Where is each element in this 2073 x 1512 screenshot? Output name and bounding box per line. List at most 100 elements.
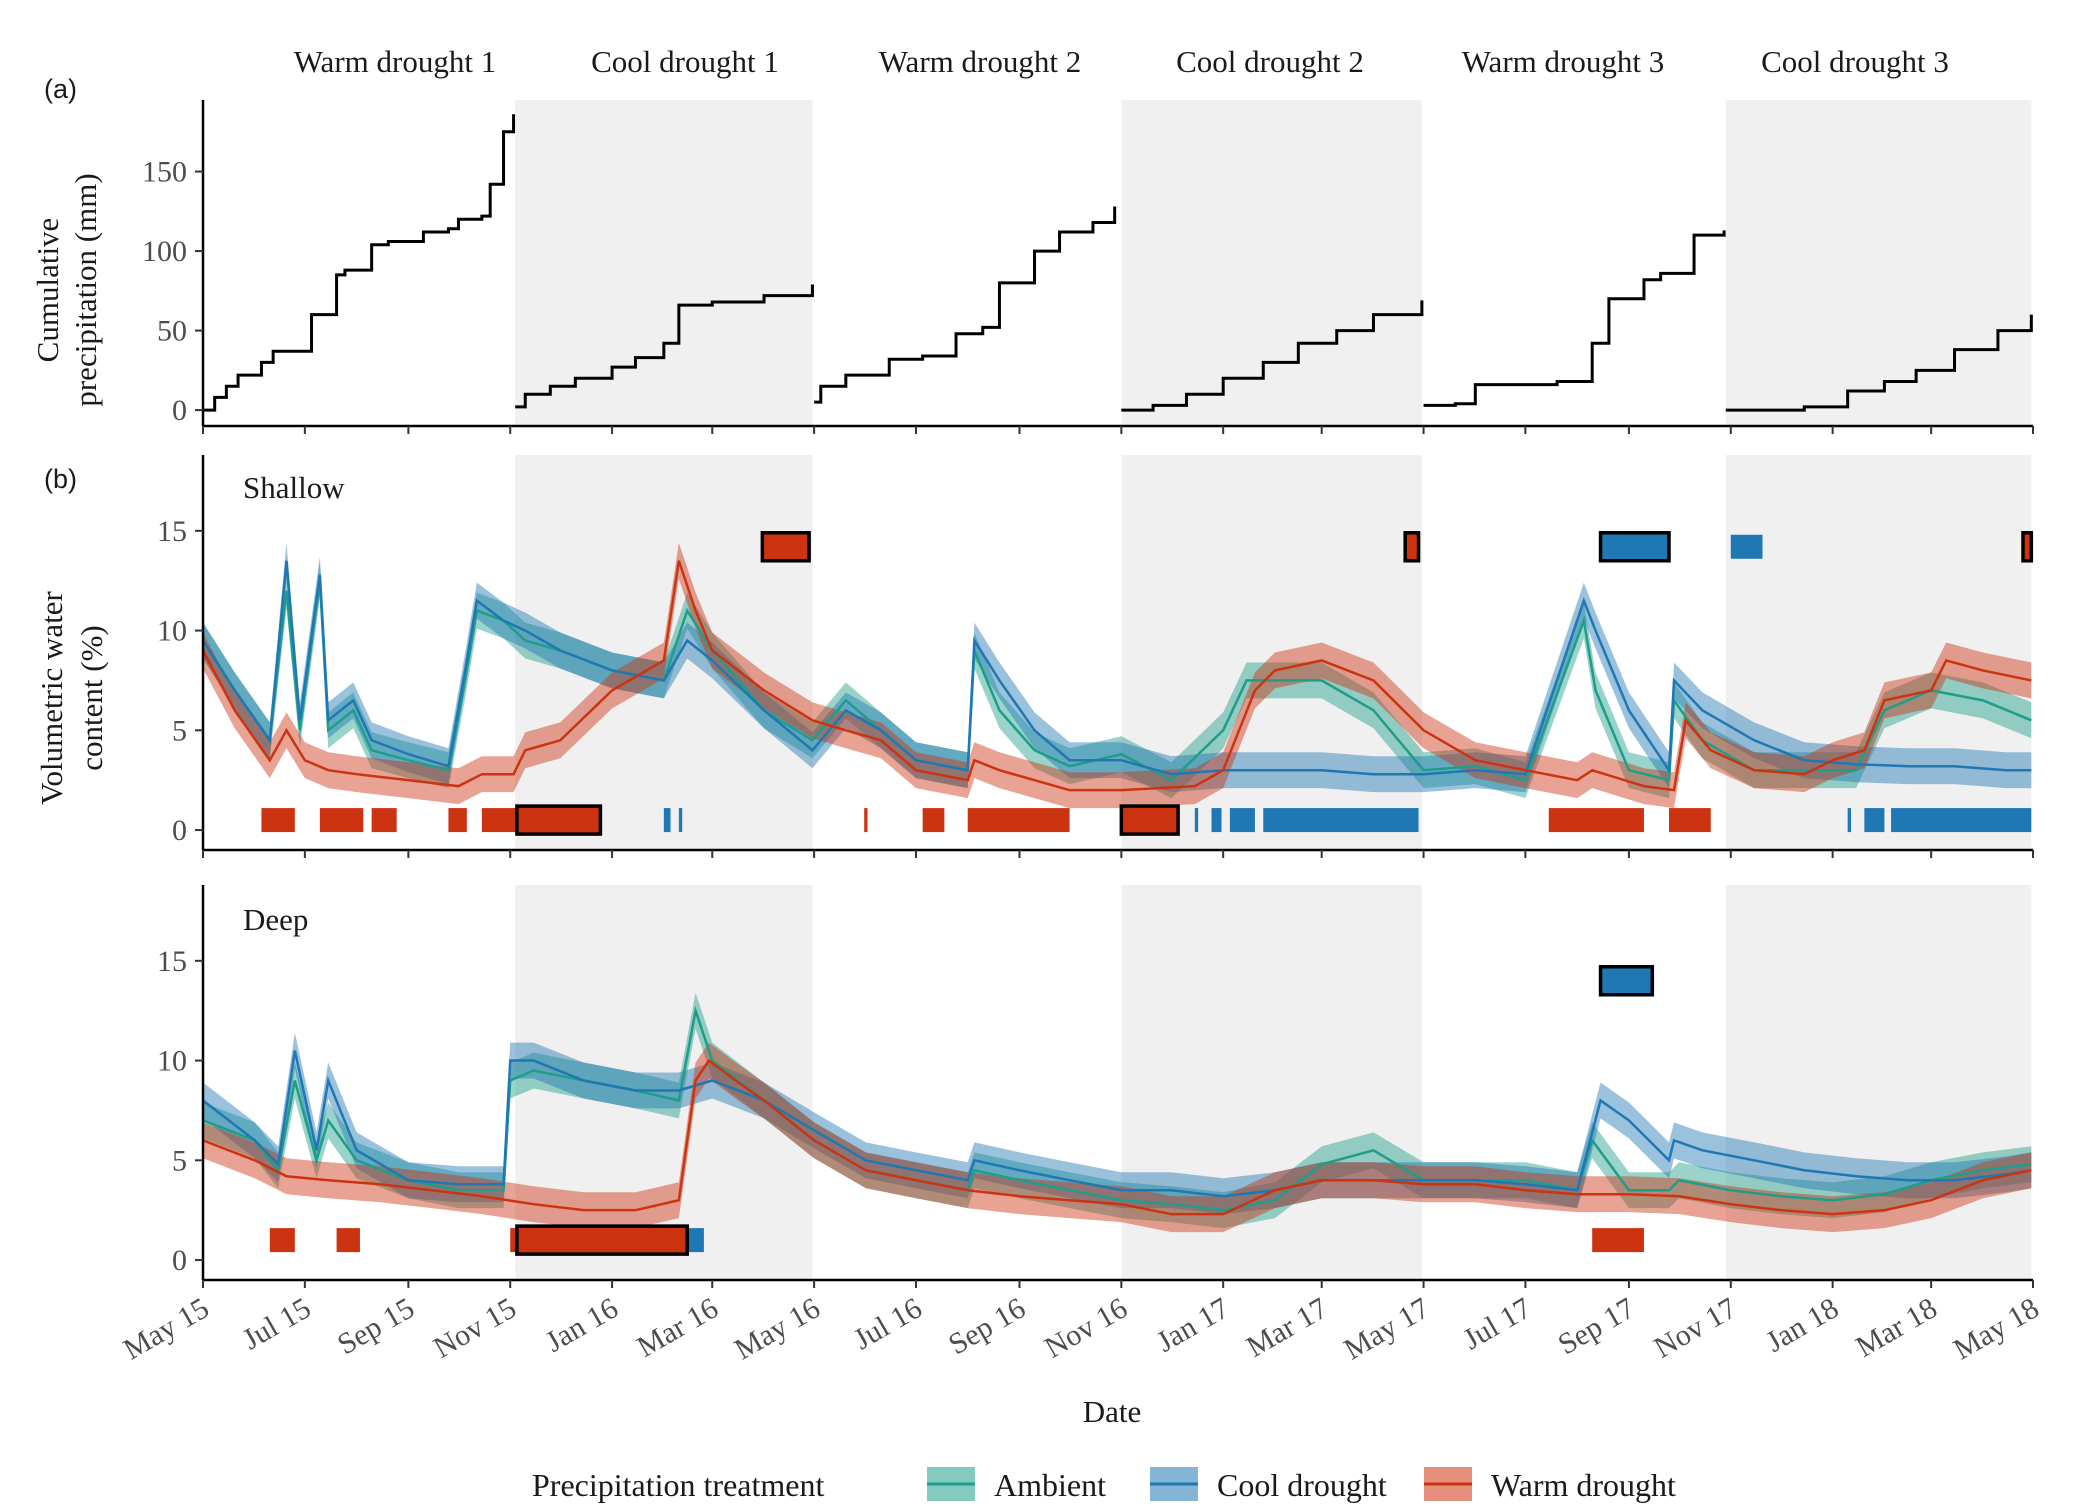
confidence-band <box>203 542 2032 809</box>
y-axis-title-b: Volumetric water content (%) <box>34 590 109 804</box>
significance-bar <box>371 808 397 833</box>
significance-bar <box>1229 808 1255 833</box>
significance-box <box>2021 531 2034 563</box>
x-tick-label: Jan 18 <box>1761 1291 1845 1358</box>
legend-label: Cool drought <box>1217 1467 1387 1503</box>
legend: Precipitation treatment Ambient Cool dro… <box>532 1467 1676 1503</box>
significance-bar <box>1669 808 1711 833</box>
facet-label-shallow: Shallow <box>243 470 345 505</box>
significance-box <box>760 531 811 563</box>
confidence-band <box>203 992 2032 1229</box>
legend-label: Ambient <box>994 1467 1106 1503</box>
y-tick-label: 0 <box>172 814 187 847</box>
period-label: Cool drought 2 <box>1176 44 1364 79</box>
precip-line <box>515 284 814 409</box>
x-tick-label: Nov 16 <box>1039 1291 1133 1364</box>
y-tick-label: 150 <box>142 156 187 189</box>
x-tick-label: Jan 16 <box>540 1291 624 1358</box>
series-line <box>202 1005 2032 1212</box>
x-tick-label: Jul 17 <box>1458 1291 1537 1356</box>
x-tick-label: Nov 17 <box>1649 1291 1743 1364</box>
significance-bar <box>1211 808 1222 833</box>
significance-bar <box>1194 808 1199 833</box>
precip-line <box>1121 300 1424 412</box>
axes <box>195 100 2034 1288</box>
period-label: Warm drought 2 <box>879 44 1081 79</box>
precip-line <box>203 114 516 412</box>
significance-bar <box>261 808 295 833</box>
confidence-band <box>203 1032 2032 1215</box>
significance-bar <box>922 808 945 833</box>
x-tick-label: Sep 17 <box>1552 1291 1640 1361</box>
significance-box <box>1403 531 1421 563</box>
panel-b-label: (b) <box>44 464 77 494</box>
significance-bar <box>1263 808 1419 833</box>
significance-box <box>515 1224 689 1256</box>
significance-bar <box>336 1228 360 1253</box>
facet-label-deep: Deep <box>243 902 308 937</box>
y-tick-label: 15 <box>157 945 187 978</box>
significance-bar <box>1548 808 1644 833</box>
y-tick-label: 10 <box>157 615 187 648</box>
significance-bar <box>687 1228 704 1253</box>
x-axis-title: Date <box>1083 1394 1142 1429</box>
confidence-band <box>203 562 2032 799</box>
legend-item-ambient: Ambient <box>927 1467 1106 1503</box>
precip-line <box>1423 230 1726 407</box>
series-line <box>202 1050 2032 1198</box>
significance-box <box>515 804 603 836</box>
y-tick-label: 0 <box>172 1244 187 1277</box>
significance-bar <box>967 808 1070 833</box>
x-tick-label: Mar 16 <box>631 1291 723 1363</box>
shaded-period <box>1725 100 2032 426</box>
x-tick-label: May 15 <box>118 1291 215 1366</box>
period-label: Cool drought 1 <box>591 44 779 79</box>
significance-box <box>1598 965 1655 997</box>
x-tick-label: May 18 <box>1948 1291 2045 1366</box>
y-tick-label: 5 <box>172 714 187 747</box>
x-tick-label: Sep 16 <box>943 1291 1031 1361</box>
series-lines <box>201 114 2033 1216</box>
shaded-period <box>515 100 813 426</box>
y-tick-label: 10 <box>157 1045 187 1078</box>
significance-bar <box>319 808 364 833</box>
significance-box <box>1119 804 1180 836</box>
period-label: Warm drought 3 <box>1462 44 1664 79</box>
significance-bar <box>1864 808 1885 833</box>
significance-bars <box>261 531 2034 1256</box>
y-title-line: precipitation (mm) <box>68 173 103 406</box>
x-tick-label: Jul 16 <box>848 1291 927 1356</box>
legend-label: Warm drought <box>1491 1467 1676 1503</box>
confidence-bands <box>203 542 2032 1233</box>
significance-bar <box>1592 1228 1644 1253</box>
period-label: Warm drought 1 <box>294 44 496 79</box>
series-line <box>202 1058 2032 1216</box>
y-tick-label: 0 <box>172 394 187 427</box>
x-tick-label: Mar 17 <box>1241 1291 1333 1363</box>
x-tick-label: Mar 18 <box>1850 1291 1942 1363</box>
y-title-line: content (%) <box>74 625 109 770</box>
x-tick-label: May 17 <box>1338 1291 1435 1366</box>
shaded-period <box>1725 455 2032 850</box>
y-tick-label: 50 <box>157 315 187 348</box>
x-tick-label: Jul 15 <box>237 1291 316 1356</box>
confidence-band <box>203 1042 2032 1233</box>
y-title-line: Cumulative <box>30 218 65 363</box>
series-line <box>201 560 2032 792</box>
significance-bar <box>663 808 671 833</box>
significance-bar <box>269 1228 295 1253</box>
significance-box <box>1598 531 1671 563</box>
series-line <box>201 560 2032 776</box>
y-tick-label: 15 <box>157 515 187 548</box>
significance-bar <box>1730 534 1763 559</box>
y-axis-title-a: Cumulative precipitation (mm) <box>30 173 103 406</box>
x-tick-label: Nov 15 <box>428 1291 522 1364</box>
significance-bar <box>1891 808 2032 833</box>
legend-title: Precipitation treatment <box>532 1467 824 1503</box>
precip-line <box>1725 314 2033 412</box>
x-tick-label: Sep 15 <box>332 1291 420 1361</box>
y-title-line: Volumetric water <box>34 590 69 804</box>
legend-item-warm-drought: Warm drought <box>1424 1467 1676 1503</box>
